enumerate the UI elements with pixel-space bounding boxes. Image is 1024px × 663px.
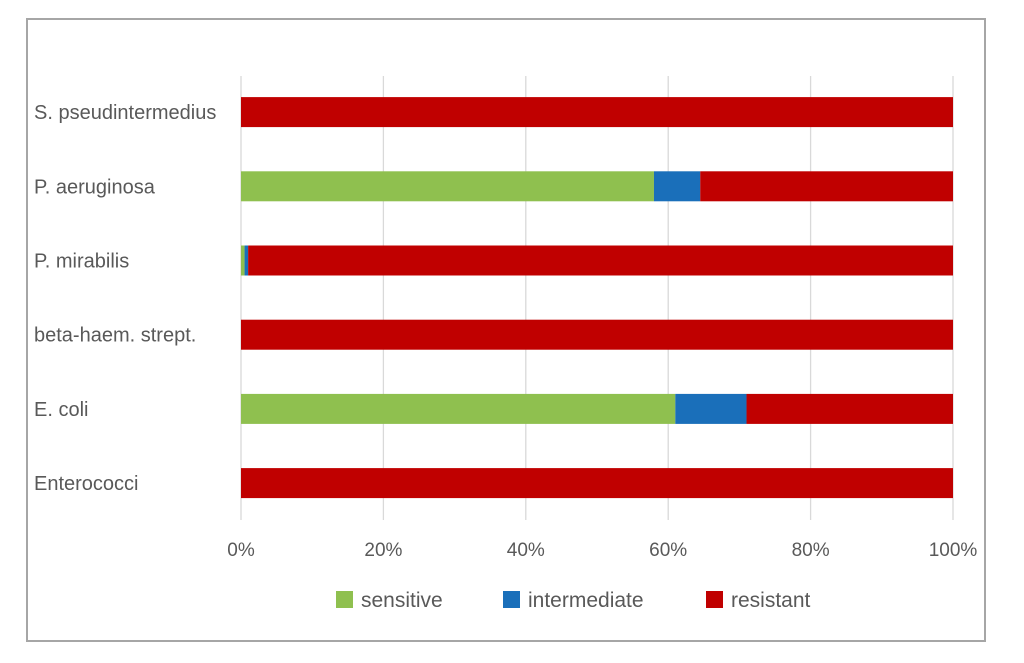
legend: sensitive intermediate resistant <box>336 589 811 612</box>
legend-swatch <box>706 591 723 608</box>
category-label: S. pseudintermedius <box>34 102 216 124</box>
bar-segment-intermediate <box>653 171 701 202</box>
bar-segment-resistant <box>248 245 953 276</box>
x-tick-label: 100% <box>929 540 978 561</box>
bar-segment-intermediate <box>675 393 747 424</box>
legend-swatch <box>336 591 353 608</box>
category-label: beta-haem. strept. <box>34 325 196 347</box>
x-tick-labels: 0% 20% 40% 60% 80% 100% <box>227 540 977 561</box>
category-labels: S. pseudintermedius P. aeruginosa P. mirab… <box>34 102 216 495</box>
bar-segment-intermediate <box>244 245 249 276</box>
legend-label: resistant <box>731 589 811 612</box>
legend-label: intermediate <box>528 589 644 612</box>
category-label: P. aeruginosa <box>34 176 156 198</box>
category-label: E. coli <box>34 399 88 421</box>
bar-segment-resistant <box>700 171 953 202</box>
x-tick-label: 80% <box>792 540 830 561</box>
bars <box>241 97 953 499</box>
x-tick-label: 0% <box>227 540 255 561</box>
bar-segment-resistant <box>241 468 953 499</box>
bar-segment-resistant <box>241 97 953 128</box>
category-label: Enterococci <box>34 473 139 495</box>
category-label: P. mirabilis <box>34 251 129 273</box>
bar-segment-sensitive <box>241 245 245 276</box>
bar-segment-resistant <box>241 319 953 350</box>
legend-swatch <box>503 591 520 608</box>
bar-segment-sensitive <box>241 393 676 424</box>
x-tick-label: 60% <box>649 540 687 561</box>
bar-segment-sensitive <box>241 171 654 202</box>
gridlines <box>240 76 954 520</box>
x-tick-label: 20% <box>364 540 402 561</box>
x-tick-label: 40% <box>507 540 545 561</box>
bar-segment-resistant <box>746 393 953 424</box>
legend-label: sensitive <box>361 589 443 612</box>
